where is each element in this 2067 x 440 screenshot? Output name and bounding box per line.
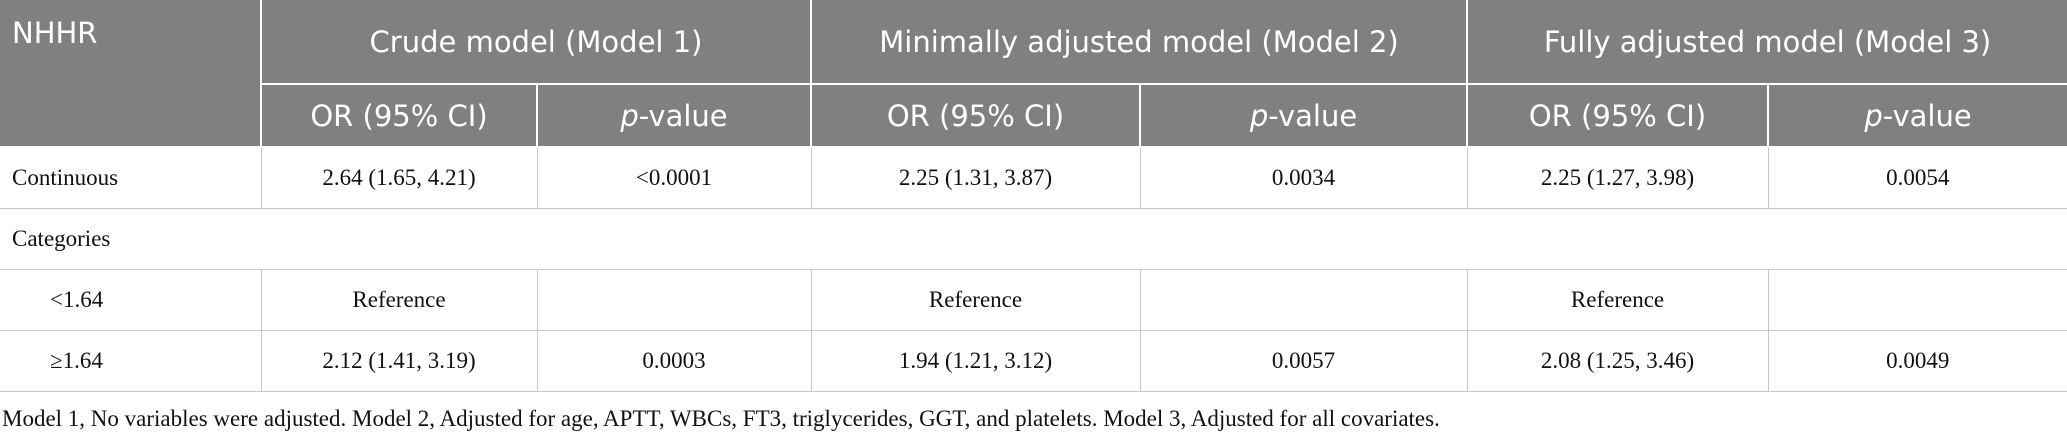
row-label: ≥1.64 (0, 330, 262, 392)
subheader: OR (95% CI) (810, 84, 1140, 148)
cell: 0.0057 (1139, 330, 1468, 392)
cell (1767, 269, 2067, 331)
subheader-row: OR (95% CI) p-value OR (95% CI) p-value OR (… (0, 84, 2067, 148)
cell: 2.64 (1.65, 4.21) (260, 146, 538, 209)
italic-letter: p (1864, 98, 1883, 133)
table-row: <1.64 Reference Reference Reference (0, 269, 2067, 331)
cell: 0.0049 (1767, 330, 2067, 392)
cell: 2.25 (1.31, 3.87) (810, 146, 1141, 209)
cell: 0.0034 (1139, 146, 1468, 209)
section-label: Categories (0, 208, 2067, 270)
subheader: p-value (536, 84, 811, 148)
cell: Reference (1466, 269, 1769, 331)
cell (1139, 269, 1468, 331)
italic-letter: p (1249, 98, 1269, 133)
subheader-text: OR (95% CI) (1528, 98, 1707, 133)
group-header: Crude model (Model 1) (260, 0, 811, 85)
subheader: p-value (1767, 84, 2067, 148)
cell: 2.08 (1.25, 3.46) (1466, 330, 1769, 392)
cell: Reference (260, 269, 538, 331)
subheader: p-value (1138, 84, 1468, 148)
table-row: Categories (0, 208, 2067, 270)
group-header: Minimally adjusted model (Model 2) (809, 0, 1468, 85)
italic-letter: p (620, 98, 639, 133)
row-label: Continuous (0, 146, 262, 209)
table-row: ≥1.64 2.12 (1.41, 3.19) 0.0003 1.94 (1.21, … (0, 330, 2067, 392)
subheader-text: -value (1268, 98, 1358, 133)
header-row: NHHR Crude model (Model 1) Minimally adju… (0, 0, 2067, 148)
table-body: Continuous 2.64 (1.65, 4.21) <0.0001 2.25 (… (0, 146, 2067, 392)
cell: 2.25 (1.27, 3.98) (1466, 146, 1769, 209)
group-header: Fully adjusted model (Model 3) (1466, 0, 2067, 85)
row-label: <1.64 (0, 269, 262, 331)
cell: 0.0054 (1767, 146, 2067, 209)
cell: 2.12 (1.41, 3.19) (260, 330, 538, 392)
subheader: OR (95% CI) (260, 84, 537, 148)
cell: 1.94 (1.21, 3.12) (810, 330, 1141, 392)
table-row: Continuous 2.64 (1.65, 4.21) <0.0001 2.25 (… (0, 146, 2067, 209)
results-table: NHHR Crude model (Model 1) Minimally adju… (0, 0, 2067, 392)
row-header: NHHR (0, 0, 261, 148)
subheader-text: OR (95% CI) (886, 98, 1065, 133)
footnote: Model 1, No variables were adjusted. Mod… (2, 406, 1440, 431)
cell: <0.0001 (536, 146, 812, 209)
subheader-text: OR (95% CI) (310, 98, 488, 133)
cell: 0.0003 (536, 330, 812, 392)
subheader: OR (95% CI) (1466, 84, 1769, 148)
cell (536, 269, 812, 331)
cell: Reference (810, 269, 1141, 331)
subheader-text: -value (638, 98, 728, 133)
subheader-text: -value (1882, 98, 1972, 133)
